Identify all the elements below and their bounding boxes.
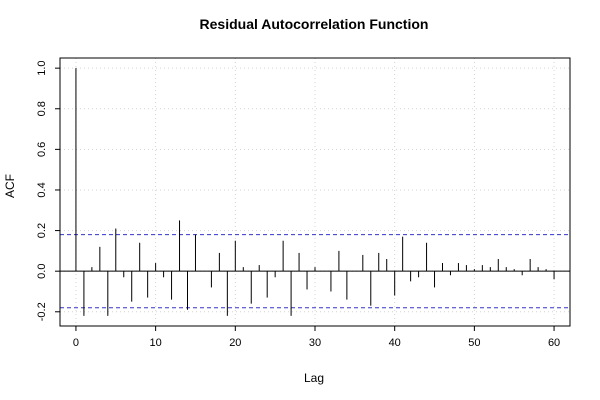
x-axis: 0 10 20 30 40 50 60 bbox=[73, 326, 560, 349]
x-tick-label: 20 bbox=[229, 337, 241, 349]
y-tick-label: -0.2 bbox=[36, 302, 48, 321]
y-tick-label: 0.6 bbox=[36, 142, 48, 157]
x-tick-label: 60 bbox=[548, 337, 560, 349]
y-axis-label: ACF bbox=[3, 174, 17, 198]
acf-bars bbox=[75, 68, 555, 316]
x-tick-label: 0 bbox=[73, 337, 79, 349]
y-axis: -0.2 0.0 0.2 0.4 0.6 0.8 1.0 bbox=[36, 61, 60, 321]
y-tick-label: 1.0 bbox=[36, 61, 48, 76]
x-tick-label: 40 bbox=[389, 337, 401, 349]
grid-lines bbox=[60, 58, 570, 326]
chart-title: Residual Autocorrelation Function bbox=[200, 16, 429, 32]
y-tick-label: 0.4 bbox=[36, 182, 48, 197]
x-tick-label: 50 bbox=[468, 337, 480, 349]
x-axis-label: Lag bbox=[304, 371, 324, 385]
y-tick-label: 0.0 bbox=[36, 264, 48, 279]
y-tick-label: 0.2 bbox=[36, 223, 48, 238]
x-tick-label: 10 bbox=[150, 337, 162, 349]
y-tick-label: 0.8 bbox=[36, 101, 48, 116]
x-tick-label: 30 bbox=[309, 337, 321, 349]
confidence-band bbox=[60, 234, 570, 309]
